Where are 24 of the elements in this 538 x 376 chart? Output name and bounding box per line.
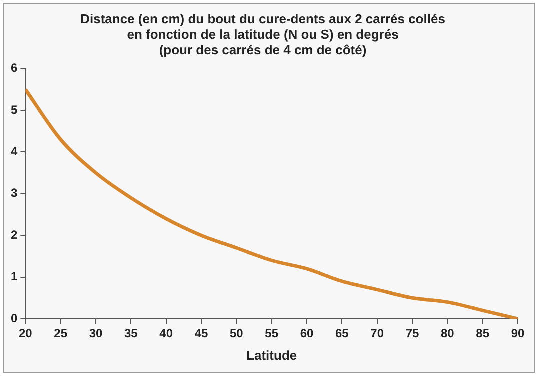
chart-title: Distance (en cm) du bout du cure-dents aux 2 carrés collés en fonction de la latitude (N ou S) en degrés (pour des carrés de 4 cm de côté)	[80, 11, 446, 58]
x-tick-label: 30	[89, 326, 103, 341]
x-tick-label: 75	[406, 326, 420, 341]
x-tick-label: 80	[440, 326, 455, 341]
x-tick-label: 20	[18, 326, 33, 341]
x-tick-label: 25	[54, 326, 68, 341]
y-tick-label: 2	[10, 228, 18, 242]
y-tick-label: 5	[10, 102, 18, 117]
x-tick-label: 40	[160, 326, 174, 341]
y-tick-label: 3	[10, 186, 18, 200]
x-tick-label: 85	[476, 326, 490, 341]
x-tick-label: 35	[124, 326, 138, 341]
x-tick-label: 50	[230, 326, 244, 341]
y-tick-label: 4	[10, 144, 18, 159]
x-tick-label: 70	[370, 326, 384, 341]
x-tick-label: 60	[300, 326, 314, 341]
x-tick-label: 45	[194, 326, 208, 341]
x-tick-label: 65	[335, 326, 350, 341]
y-tick-label: 0	[10, 311, 18, 326]
y-tick-label: 1	[10, 270, 18, 284]
x-tick-label: 90	[511, 326, 525, 341]
y-tick-label: 6	[10, 61, 18, 76]
x-tick-label: 55	[265, 326, 279, 341]
x-axis-title: Latitude	[246, 348, 298, 363]
